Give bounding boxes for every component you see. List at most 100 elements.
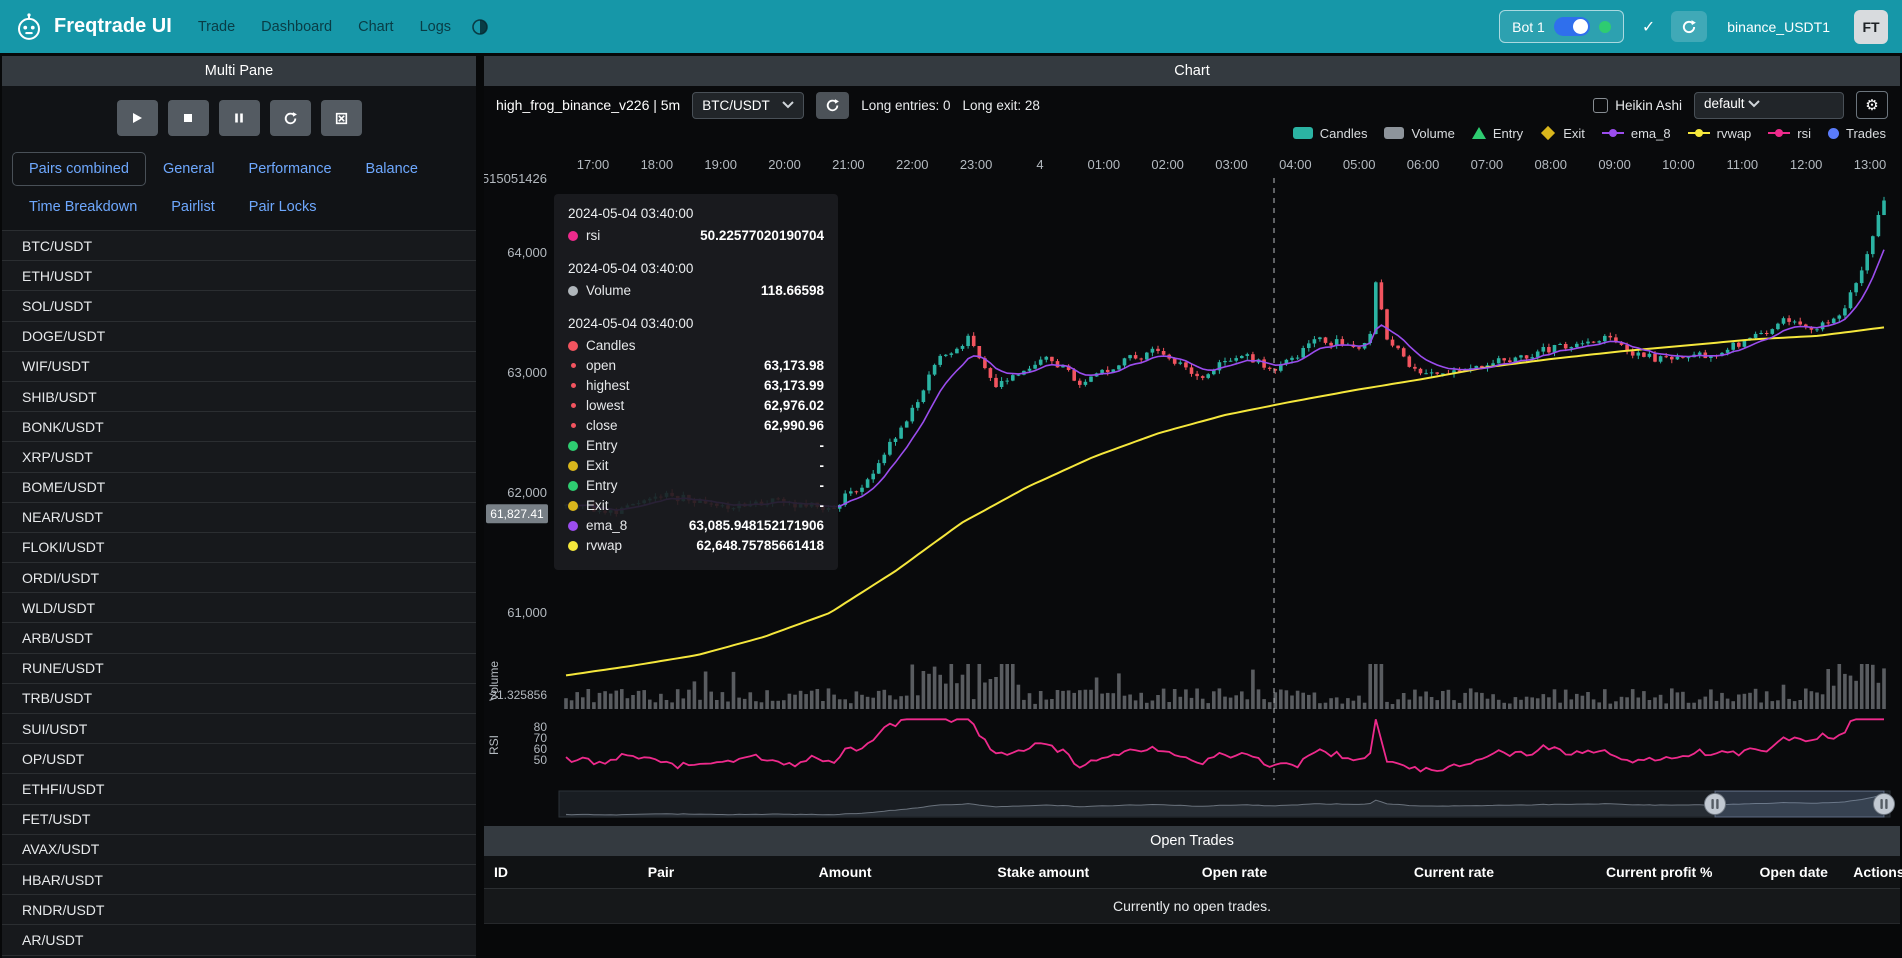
datazoom-window [1714, 790, 1885, 818]
pair-list-item[interactable]: TRB/USDT [2, 683, 476, 714]
pair-list-item[interactable]: HBAR/USDT [2, 864, 476, 896]
pair-select[interactable]: BTC/USDT [692, 91, 805, 119]
plot-config-select[interactable]: default [1694, 91, 1844, 119]
legend-item[interactable]: Trades [1828, 126, 1886, 141]
sidebar-tab[interactable]: Time Breakdown [29, 199, 138, 215]
svg-text:18:00: 18:00 [641, 157, 674, 172]
svg-text:12:00: 12:00 [1790, 157, 1823, 172]
table-column-header[interactable]: Pair [583, 856, 739, 889]
tooltip-series-label: rvwap [586, 538, 623, 553]
tooltip-date: 2024-05-04 03:40:00 [568, 261, 694, 276]
plot-settings-button[interactable]: ⚙ [1856, 91, 1888, 119]
legend-label: rsi [1797, 125, 1812, 141]
table-column-header[interactable]: Current rate [1333, 856, 1575, 889]
sidebar-tab[interactable]: General [162, 161, 215, 177]
table-column-header[interactable]: Open rate [1135, 856, 1334, 889]
pair-list-item[interactable]: ETHFI/USDT [2, 774, 476, 805]
reload-button[interactable] [269, 100, 311, 136]
pane-controls [2, 86, 476, 148]
pair-list-item[interactable]: OP/USDT [2, 744, 476, 775]
pair-list-item[interactable]: XRP/USDT [2, 442, 476, 473]
pair-list-item[interactable]: DOGE/USDT [2, 321, 476, 352]
sidebar-tab[interactable]: Performance [248, 161, 332, 177]
pair-list-item[interactable]: BOME/USDT [2, 472, 476, 503]
pair-list-item[interactable]: RUNE/USDT [2, 653, 476, 684]
svg-text:19:00: 19:00 [704, 157, 737, 172]
pair-list-item[interactable]: SUI/USDT [2, 714, 476, 745]
pair-list-item[interactable]: BONK/USDT [2, 412, 476, 443]
pair-list-item[interactable]: ORDI/USDT [2, 563, 476, 594]
nav-link[interactable]: Logs [419, 18, 452, 35]
tooltip-series-label: Entry [586, 478, 618, 493]
theme-toggle-icon[interactable] [471, 18, 489, 36]
multi-pane-header: Multi Pane [2, 56, 476, 86]
pair-list-item[interactable]: AR/USDT [2, 925, 476, 956]
tooltip-series-label: Entry [586, 438, 618, 453]
table-column-header[interactable]: Stake amount [951, 856, 1136, 889]
tooltip-series-label: Volume [586, 283, 632, 298]
heikin-ashi-checkbox[interactable] [1593, 97, 1609, 113]
legend-swatch-icon [1292, 127, 1313, 139]
legend-label: Exit [1563, 125, 1585, 141]
bot-selector[interactable]: Bot 1 [1499, 10, 1624, 43]
legend-item[interactable]: rsi [1768, 126, 1811, 141]
pair-list-item[interactable]: WLD/USDT [2, 593, 476, 624]
table-column-header[interactable]: Actions [1843, 856, 1902, 889]
chart-area[interactable]: 17:00 18:00 19:00 20:00 21:00 22:00 23:00 4 01:0… [484, 144, 1900, 826]
bot-toggle[interactable] [1553, 17, 1590, 36]
svg-text:64,000: 64,000 [507, 245, 547, 260]
legend-item[interactable]: Candles [1292, 126, 1367, 141]
legend-item[interactable]: Entry [1471, 126, 1523, 141]
play-button[interactable] [116, 100, 158, 136]
open-trades-table: ID Pair Amount Stake amount Open rate Current… [484, 856, 1902, 924]
tooltip-series-value: 118.66598 [760, 283, 824, 298]
avatar[interactable]: FT [1854, 9, 1888, 44]
tooltip-series-label: ema_8 [586, 518, 628, 533]
bot-refresh-button[interactable] [1671, 11, 1708, 42]
series-dot-icon [568, 340, 578, 351]
pair-list: BTC/USDT ETH/USDT SOL/USDT DOGE/USDT WIF/USD… [2, 230, 476, 958]
sidebar-tab[interactable]: Balance [365, 161, 418, 177]
legend-item[interactable]: ema_8 [1601, 126, 1671, 141]
pair-list-item[interactable]: BTC/USDT [2, 231, 476, 262]
brand[interactable]: Freqtrade UI [14, 12, 172, 42]
table-column-header[interactable]: Amount [738, 856, 952, 889]
chart-refresh-button[interactable] [816, 91, 850, 119]
svg-text:23:00: 23:00 [960, 157, 993, 172]
table-column-header[interactable]: ID [484, 856, 584, 889]
chevron-down-icon [782, 101, 794, 109]
nav-link[interactable]: Dashboard [261, 18, 333, 35]
series-dot-icon [570, 423, 576, 428]
clear-button[interactable] [320, 100, 362, 136]
pause-button[interactable] [218, 100, 260, 136]
legend-item[interactable]: Exit [1540, 126, 1585, 141]
play-icon [133, 113, 142, 123]
legend-item[interactable]: Volume [1384, 126, 1455, 141]
table-row: Currently no open trades. [484, 888, 1900, 924]
svg-text:09:00: 09:00 [1598, 157, 1631, 172]
sidebar-tab[interactable]: Pair Locks [248, 199, 317, 215]
pair-list-item[interactable]: NEAR/USDT [2, 502, 476, 533]
pair-list-item[interactable]: SOL/USDT [2, 291, 476, 322]
nav-link[interactable]: Chart [358, 18, 394, 35]
pair-list-item[interactable]: ARB/USDT [2, 623, 476, 654]
sidebar-tab[interactable]: Pairs combined [12, 152, 146, 186]
pair-list-item[interactable]: RNDR/USDT [2, 895, 476, 926]
pair-list-item[interactable]: WIF/USDT [2, 351, 476, 382]
strategy-label: high_frog_binance_v226 | 5m [496, 97, 681, 113]
pair-list-item[interactable]: AVAX/USDT [2, 834, 476, 865]
pair-list-item[interactable]: FET/USDT [2, 804, 476, 835]
candlestick-chart: 17:00 18:00 19:00 20:00 21:00 22:00 23:00 4 01:0… [484, 157, 1895, 818]
content-column: Chart high_frog_binance_v226 | 5m BTC/US… [484, 56, 1902, 958]
nav-link[interactable]: Trade [197, 18, 236, 35]
stop-button[interactable] [167, 100, 209, 136]
pair-list-item[interactable]: SHIB/USDT [2, 381, 476, 413]
table-column-header[interactable]: Current profit % [1574, 856, 1745, 889]
svg-text:61,827.41: 61,827.41 [490, 507, 544, 521]
legend-item[interactable]: rvwap [1687, 126, 1751, 141]
table-column-header[interactable]: Open date [1744, 856, 1844, 889]
svg-text:60: 60 [534, 742, 548, 756]
pair-list-item[interactable]: ETH/USDT [2, 261, 476, 292]
pair-list-item[interactable]: FLOKI/USDT [2, 532, 476, 564]
sidebar-tab[interactable]: Pairlist [171, 199, 215, 215]
